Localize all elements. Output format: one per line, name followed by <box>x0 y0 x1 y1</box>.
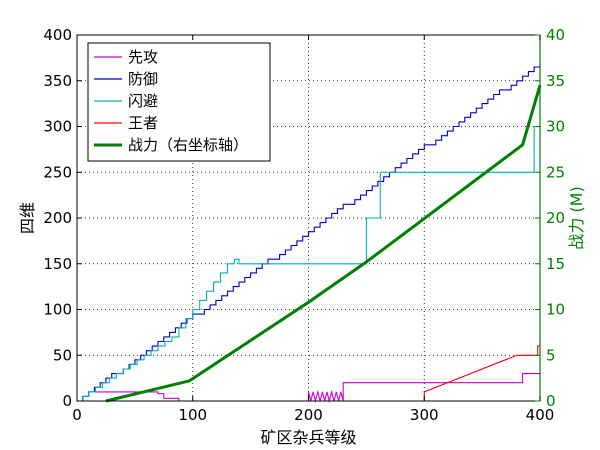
legend-label-1: 防御 <box>128 70 158 88</box>
y-left-tick-label: 0 <box>62 392 72 410</box>
y-left-tick-label: 300 <box>43 118 72 136</box>
y-right-axis-title: 战力 (M) <box>567 186 586 249</box>
series-line-4 <box>105 84 542 403</box>
legend-label-2: 闪避 <box>128 92 158 110</box>
y-right-tick-label: 25 <box>546 163 565 181</box>
y-right-tick-label: 20 <box>546 209 565 227</box>
y-right-tick-label: 40 <box>546 26 565 44</box>
series-line-1 <box>77 62 541 402</box>
series-line-2 <box>77 125 540 402</box>
legend-label-0: 先攻 <box>128 48 158 66</box>
legend-box <box>87 42 271 162</box>
series-line-0 <box>77 373 540 404</box>
y-left-tick-label: 100 <box>43 301 72 319</box>
y-left-tick-label: 150 <box>43 255 72 273</box>
y-left-axis-title: 四维 <box>18 202 37 234</box>
y-left-tick-label: 250 <box>43 163 72 181</box>
x-axis-title: 矿区杂兵等级 <box>260 428 356 447</box>
y-right-tick-label: 10 <box>546 301 565 319</box>
y-left-tick-label: 350 <box>43 72 72 90</box>
y-left-tick-label: 400 <box>43 26 72 44</box>
y-right-tick-label: 0 <box>546 392 556 410</box>
series-layer <box>77 62 542 404</box>
legend-label-3: 王者 <box>128 114 158 132</box>
y-right-tick-label: 35 <box>546 72 565 90</box>
x-tick-label: 0 <box>72 406 82 424</box>
x-tick-label: 300 <box>410 406 439 424</box>
y-right-tick-label: 30 <box>546 118 565 136</box>
x-tick-label: 100 <box>178 406 207 424</box>
x-tick-label: 200 <box>294 406 323 424</box>
y-left-tick-label: 200 <box>43 209 72 227</box>
y-left-tick-label: 50 <box>53 346 72 364</box>
x-tick-label: 400 <box>526 406 555 424</box>
legend-label-4: 战力（右坐标轴） <box>128 136 248 154</box>
y-right-tick-label: 5 <box>546 346 556 364</box>
y-right-tick-label: 15 <box>546 255 565 273</box>
axes: 0 100 200 300 400050100150200250300350400051… <box>18 26 586 447</box>
